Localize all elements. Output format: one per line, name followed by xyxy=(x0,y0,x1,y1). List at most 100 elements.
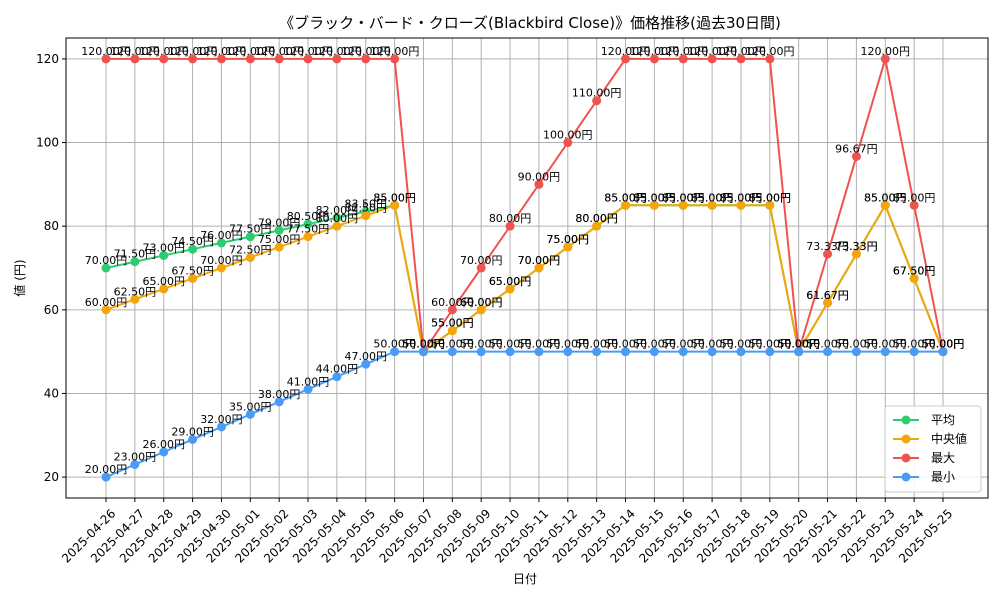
data-point xyxy=(851,151,861,161)
y-tick-label: 100 xyxy=(36,136,59,150)
data-label: 47.00円 xyxy=(345,350,388,363)
data-point xyxy=(130,294,140,304)
data-label: 65.00円 xyxy=(489,275,532,288)
data-point xyxy=(592,221,602,231)
data-point xyxy=(216,422,226,432)
data-point xyxy=(390,347,400,357)
data-point xyxy=(245,54,255,64)
data-label: 85.00円 xyxy=(864,191,907,204)
data-label: 50.00円 xyxy=(749,338,792,351)
legend-marker xyxy=(901,453,911,463)
data-label: 72.50円 xyxy=(229,244,272,257)
data-point xyxy=(159,54,169,64)
data-label: 50.00円 xyxy=(402,338,445,351)
data-label: 85.00円 xyxy=(373,191,416,204)
data-label: 80.00円 xyxy=(575,212,618,225)
data-label: 50.00円 xyxy=(835,338,878,351)
data-point xyxy=(101,263,111,273)
data-point xyxy=(245,409,255,419)
data-label: 120.00円 xyxy=(81,45,131,58)
data-label: 60.00円 xyxy=(85,296,128,309)
data-label: 120.00円 xyxy=(110,45,160,58)
data-point xyxy=(707,200,717,210)
data-label: 20.00円 xyxy=(85,463,128,476)
data-label: 85.00円 xyxy=(749,191,792,204)
data-point xyxy=(216,238,226,248)
legend-label: 最大 xyxy=(931,451,955,465)
data-point xyxy=(505,347,515,357)
data-label: 50.00円 xyxy=(864,338,907,351)
data-label: 50.00円 xyxy=(777,338,820,351)
data-label: 50.00円 xyxy=(777,338,820,351)
data-point xyxy=(245,253,255,263)
data-point xyxy=(216,54,226,64)
data-label: 82.50円 xyxy=(345,202,388,215)
data-point xyxy=(447,347,457,357)
data-point xyxy=(332,221,342,231)
data-label: 50.00円 xyxy=(691,338,734,351)
data-label: 50.00円 xyxy=(777,338,820,351)
data-label: 74.50円 xyxy=(171,235,214,248)
data-point xyxy=(188,54,198,64)
data-point xyxy=(245,232,255,242)
data-label: 120.00円 xyxy=(716,45,766,58)
data-point xyxy=(592,96,602,106)
data-label: 85.00円 xyxy=(893,191,936,204)
data-label: 50.00円 xyxy=(402,338,445,351)
data-point xyxy=(621,200,631,210)
data-label: 90.00円 xyxy=(518,170,561,183)
data-label: 29.00円 xyxy=(171,425,214,438)
data-label: 50.00円 xyxy=(922,338,965,351)
data-point xyxy=(130,257,140,267)
data-point xyxy=(159,447,169,457)
data-label: 70.00円 xyxy=(518,254,561,267)
data-label: 38.00円 xyxy=(258,388,301,401)
data-label: 73.33円 xyxy=(835,240,878,253)
data-point xyxy=(505,284,515,294)
data-point xyxy=(880,200,890,210)
data-label: 83.50円 xyxy=(345,198,388,211)
data-label: 61.67円 xyxy=(806,289,849,302)
data-point xyxy=(188,434,198,444)
data-point xyxy=(101,54,111,64)
y-tick-label: 120 xyxy=(36,52,59,66)
data-label: 120.00円 xyxy=(687,45,737,58)
data-point xyxy=(765,347,775,357)
y-tick-label: 60 xyxy=(44,303,59,317)
legend-label: 平均 xyxy=(931,413,955,427)
data-label: 50.00円 xyxy=(373,338,416,351)
data-point xyxy=(332,213,342,223)
data-label: 80.50円 xyxy=(287,210,330,223)
data-point xyxy=(649,347,659,357)
data-label: 50.00円 xyxy=(922,338,965,351)
data-point xyxy=(736,54,746,64)
data-label: 70.00円 xyxy=(460,254,503,267)
data-label: 73.33円 xyxy=(835,240,878,253)
data-label: 85.00円 xyxy=(662,191,705,204)
data-label: 76.00円 xyxy=(200,229,243,242)
data-point xyxy=(130,460,140,470)
data-point xyxy=(909,200,919,210)
data-label: 120.00円 xyxy=(197,45,247,58)
data-label: 85.00円 xyxy=(864,191,907,204)
data-label: 61.67円 xyxy=(806,289,849,302)
data-label: 110.00円 xyxy=(572,87,622,100)
data-point xyxy=(909,273,919,283)
data-label: 35.00円 xyxy=(229,400,272,413)
series-line xyxy=(105,203,944,355)
legend-marker xyxy=(901,472,911,482)
data-point xyxy=(851,249,861,259)
data-point xyxy=(851,347,861,357)
data-label: 50.00円 xyxy=(402,338,445,351)
data-label: 55.00円 xyxy=(431,317,474,330)
data-label: 120.00円 xyxy=(168,45,218,58)
data-label: 75.00円 xyxy=(547,233,590,246)
data-point xyxy=(361,359,371,369)
data-point xyxy=(303,219,313,229)
data-label: 120.00円 xyxy=(745,45,795,58)
data-label: 73.33円 xyxy=(806,240,849,253)
data-point xyxy=(707,54,717,64)
data-point xyxy=(621,54,631,64)
